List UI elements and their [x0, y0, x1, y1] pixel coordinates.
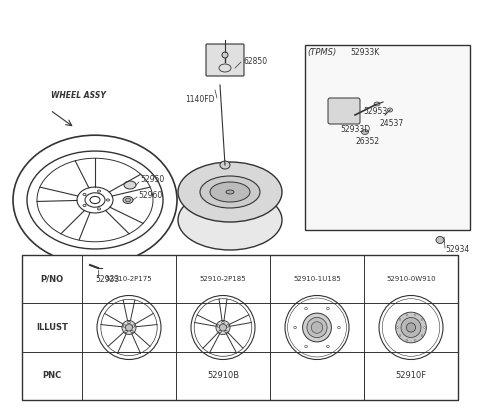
Ellipse shape [305, 307, 307, 310]
Ellipse shape [294, 326, 296, 329]
FancyBboxPatch shape [328, 98, 360, 124]
Text: 52933D: 52933D [340, 125, 370, 134]
Ellipse shape [216, 320, 230, 335]
Ellipse shape [399, 319, 401, 320]
Ellipse shape [178, 162, 282, 222]
Ellipse shape [222, 52, 228, 58]
Ellipse shape [406, 314, 408, 315]
Text: 62850: 62850 [243, 57, 267, 66]
FancyBboxPatch shape [206, 44, 244, 76]
Ellipse shape [125, 324, 132, 331]
Ellipse shape [302, 313, 331, 342]
Ellipse shape [436, 236, 444, 243]
Text: 52934: 52934 [445, 245, 469, 254]
Ellipse shape [374, 102, 380, 106]
Ellipse shape [387, 108, 393, 112]
Text: 52960: 52960 [138, 190, 162, 199]
Ellipse shape [421, 319, 423, 320]
Text: 52910-2P185: 52910-2P185 [200, 276, 246, 282]
Ellipse shape [327, 345, 329, 348]
Text: P/NO: P/NO [40, 275, 63, 284]
Ellipse shape [200, 176, 260, 208]
Ellipse shape [399, 335, 401, 336]
Ellipse shape [424, 327, 425, 328]
Ellipse shape [407, 323, 416, 332]
Bar [22, 255, 458, 400]
Ellipse shape [124, 181, 136, 189]
Text: (TPMS): (TPMS) [307, 48, 336, 57]
Ellipse shape [122, 320, 136, 335]
Text: 52910B: 52910B [207, 371, 239, 380]
Ellipse shape [123, 197, 133, 204]
Ellipse shape [414, 339, 416, 341]
Ellipse shape [125, 198, 131, 202]
Text: 52953: 52953 [363, 107, 387, 116]
Ellipse shape [178, 190, 282, 250]
Ellipse shape [226, 190, 234, 194]
Text: 1140FD: 1140FD [185, 96, 215, 105]
Bar [305, 45, 470, 230]
Ellipse shape [305, 345, 307, 348]
Ellipse shape [327, 307, 329, 310]
Text: WHEEL ASSY: WHEEL ASSY [51, 91, 106, 100]
Text: 52910-0W910: 52910-0W910 [386, 276, 436, 282]
Text: 52933: 52933 [95, 274, 119, 284]
Text: 24537: 24537 [380, 120, 404, 129]
Text: 52950: 52950 [140, 175, 164, 184]
Text: 52910-1U185: 52910-1U185 [293, 276, 341, 282]
Text: 52933K: 52933K [350, 48, 379, 57]
Ellipse shape [401, 317, 421, 337]
Text: 52910-2P175: 52910-2P175 [106, 276, 152, 282]
Ellipse shape [220, 161, 230, 169]
Ellipse shape [414, 314, 416, 315]
Ellipse shape [396, 327, 398, 328]
Ellipse shape [219, 324, 227, 331]
Ellipse shape [361, 129, 369, 134]
Ellipse shape [406, 339, 408, 341]
Ellipse shape [396, 312, 426, 343]
Ellipse shape [307, 317, 327, 337]
FancyArrowPatch shape [324, 322, 325, 323]
Ellipse shape [311, 322, 323, 333]
Ellipse shape [210, 182, 250, 202]
Text: 52910F: 52910F [396, 371, 427, 380]
Text: 26352: 26352 [355, 138, 379, 147]
Ellipse shape [337, 326, 340, 329]
Text: PNC: PNC [42, 371, 61, 380]
Ellipse shape [421, 335, 423, 336]
Text: ILLUST: ILLUST [36, 323, 68, 332]
